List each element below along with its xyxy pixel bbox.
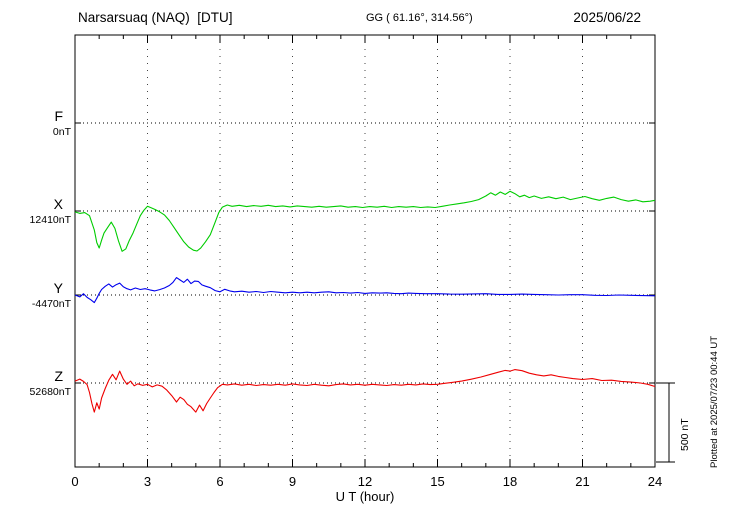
x-tick-label: 0 (71, 474, 78, 489)
series-baseline-y: -4470nT (32, 298, 72, 310)
series-label-y: Y (54, 280, 64, 296)
x-axis-label: U T (hour) (336, 489, 395, 504)
x-tick-label: 15 (430, 474, 444, 489)
geographic-coords: GG ( 61.16°, 314.56°) (366, 12, 473, 24)
plot-date: 2025/06/22 (573, 10, 641, 25)
series-baseline-f: 0nT (53, 126, 72, 138)
series-baseline-x: 12410nT (30, 214, 72, 226)
axis-ticks (74, 35, 656, 467)
plot-frame (74, 34, 656, 468)
x-tick-labels: 0 3 6 9 12 15 18 21 24 (71, 474, 662, 489)
x-tick-label: 21 (575, 474, 589, 489)
series-traces (74, 190, 656, 413)
x-tick-label: 18 (503, 474, 517, 489)
plotted-at-note: Plotted at 2025/07/23 00:44 UT (709, 336, 720, 468)
grid-lines (75, 35, 655, 467)
x-tick-label: 24 (648, 474, 662, 489)
series-label-f: F (54, 108, 63, 124)
scale-bar-label: 500 nT (679, 418, 691, 451)
series-baseline-z: 52680nT (30, 386, 72, 398)
x-tick-label: 3 (144, 474, 151, 489)
station-title: Narsarsuaq (NAQ) [DTU] (78, 10, 233, 25)
x-tick-label: 6 (216, 474, 223, 489)
series-label-z: Z (54, 368, 63, 384)
series-label-x: X (54, 196, 64, 212)
x-tick-label: 9 (289, 474, 296, 489)
x-tick-label: 12 (358, 474, 372, 489)
scale-bar (656, 382, 675, 463)
